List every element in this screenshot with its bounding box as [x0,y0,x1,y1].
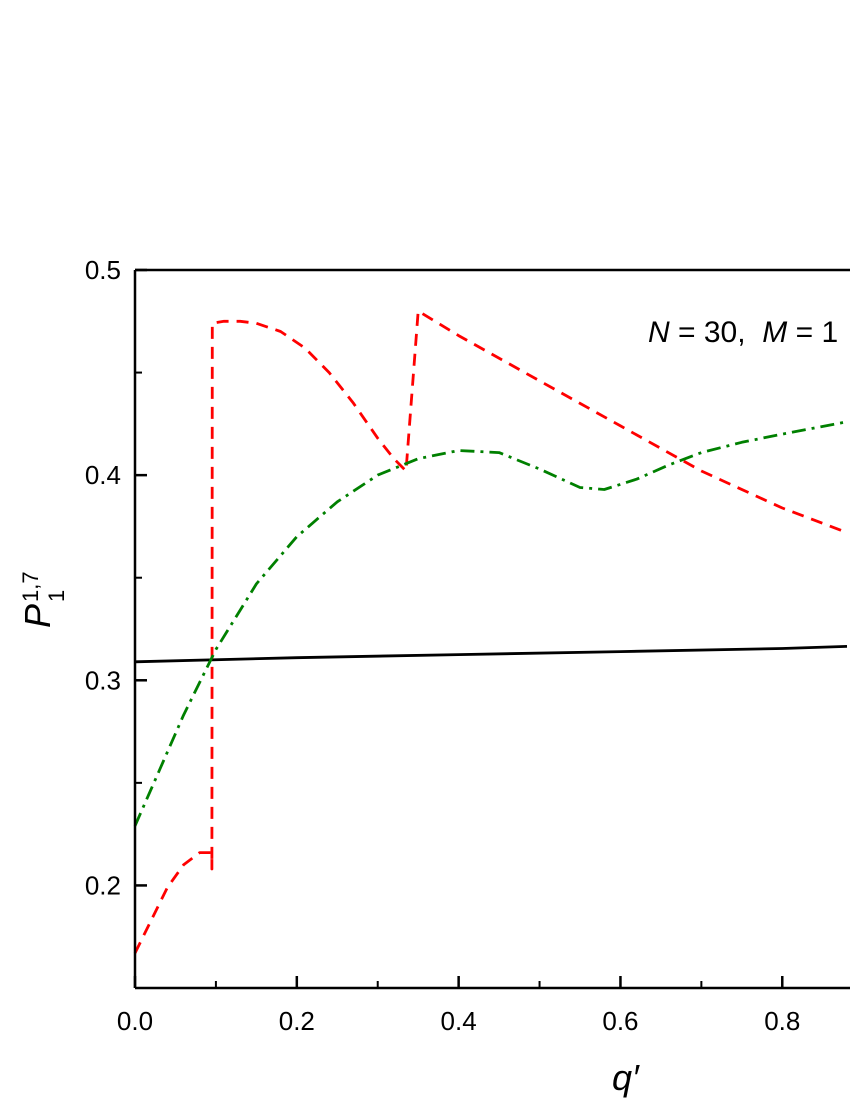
y-tick-label: 0.2 [85,870,121,900]
y-tick-label: 0.3 [85,665,121,695]
series-line-dashed [133,309,848,954]
x-tick-label: 0.6 [602,1006,638,1036]
series-line-solid [134,645,848,664]
y-axis-title-base: P [17,604,58,628]
y-axis-title: P 1,7 1 [17,571,69,628]
y-tick-label: 0.5 [85,255,121,285]
annotation-m-symbol: M [762,316,787,349]
annotation-label: N = 30, M = 1 [648,316,838,349]
x-axis-title: q′ [612,1057,640,1098]
x-tick-label: 0.0 [117,1006,153,1036]
x-tick-label: 0.8 [764,1006,800,1036]
x-tick-label: 0.4 [441,1006,477,1036]
annotation-n-value: = 30, [670,316,763,349]
y-axis-title-subscript: 1 [44,590,69,602]
y-tick-label: 0.4 [85,460,121,490]
x-tick-label: 0.2 [279,1006,315,1036]
annotation-n-symbol: N [648,316,670,349]
svg-text:P: P [17,604,58,628]
annotation-m-value: = 1 [787,316,838,349]
series-line-dashdot [133,420,848,827]
axes-layer [133,268,850,990]
tick-layer: 0.0 0.2 0.4 0.6 0.8 0.2 0.3 0.4 0.5 [85,255,801,1036]
y-axis-title-superscript: 1,7 [18,571,43,602]
series-layer [133,309,848,954]
